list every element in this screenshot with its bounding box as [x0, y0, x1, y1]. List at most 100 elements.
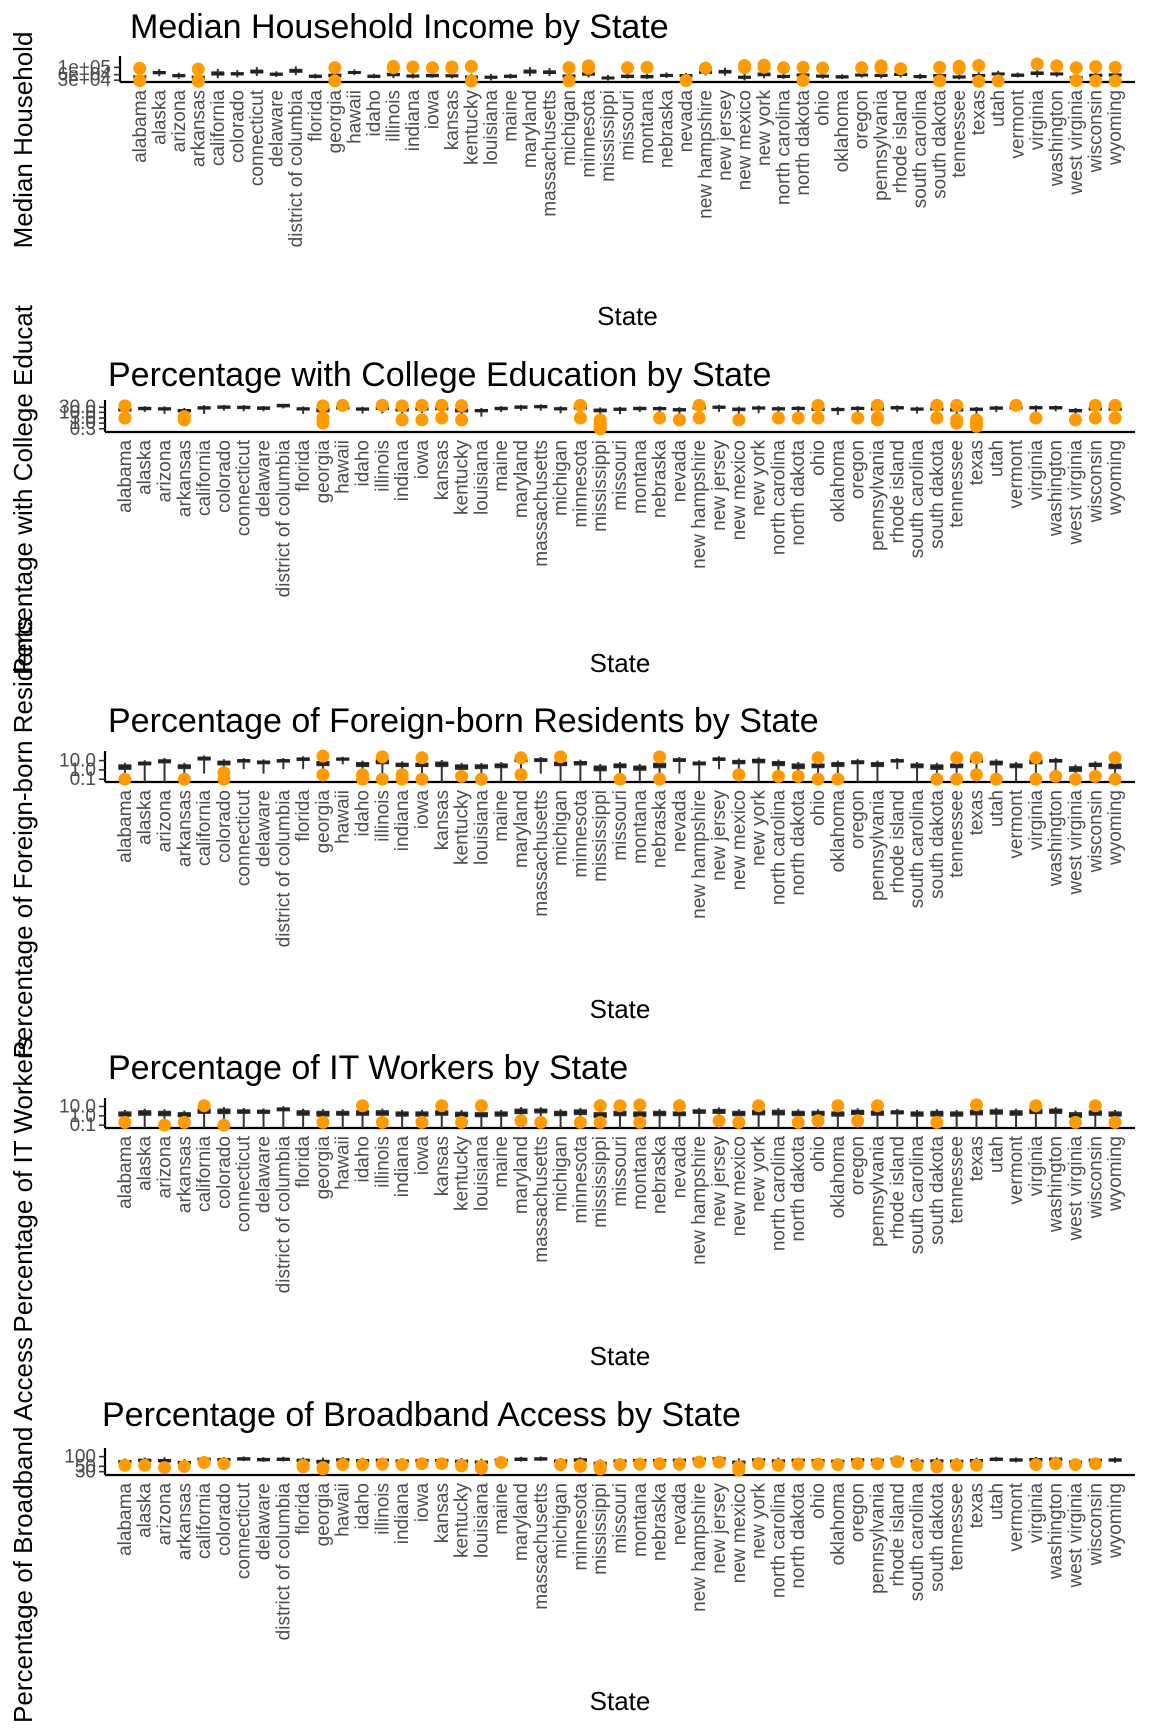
y-tick-label: 0.3 — [70, 419, 96, 440]
x-tick-label: wisconsin — [1085, 790, 1106, 873]
x-tick-label: washington — [1046, 440, 1067, 537]
x-tick-label: tennessee — [947, 1136, 968, 1224]
x-tick-label: iowa — [422, 90, 443, 130]
y-tick-label: 1.0 — [70, 413, 96, 434]
x-tick-label: oregon — [848, 790, 869, 849]
outlier-point — [562, 74, 576, 88]
outlier-point — [613, 772, 627, 786]
x-tick-label: south dakota — [927, 790, 948, 899]
outlier-point — [692, 1455, 706, 1469]
outlier-point — [573, 1459, 587, 1473]
y-axis-title: Median Household — [8, 32, 38, 249]
outlier-point — [514, 768, 528, 782]
outlier-point — [1009, 398, 1023, 412]
outlier-point — [191, 62, 205, 76]
x-tick-label: louisiana — [471, 1136, 492, 1211]
x-tick-label: north carolina — [768, 1483, 789, 1599]
x-tick-label: vermont — [1006, 1135, 1027, 1204]
outlier-point — [316, 411, 330, 425]
x-tick-label: arizona — [155, 790, 176, 853]
x-tick-label: arkansas — [174, 1483, 195, 1560]
outlier-point — [950, 398, 964, 412]
outlier-point — [415, 772, 429, 786]
x-tick-label: massachusetts — [539, 90, 560, 217]
x-tick-label: south dakota — [927, 1483, 948, 1592]
y-axis-title: Percentage of Foreign-born Residents — [8, 618, 38, 1059]
x-tick-label: nebraska — [650, 440, 671, 519]
x-tick-label: montana — [630, 1136, 651, 1210]
outlier-point — [930, 1460, 944, 1474]
x-tick-label: north carolina — [768, 1136, 789, 1252]
outlier-point — [158, 1118, 172, 1132]
x-tick-label: idaho — [353, 1483, 374, 1530]
x-axis-title: State — [590, 994, 651, 1024]
outlier-point — [328, 74, 342, 88]
y-tick-label: 10.0 — [59, 402, 96, 423]
outlier-point — [969, 1458, 983, 1472]
x-tick-label: missouri — [610, 790, 631, 861]
x-tick-label: nebraska — [650, 1136, 671, 1215]
x-tick-label: georgia — [325, 90, 346, 154]
x-tick-label: louisiana — [471, 1483, 492, 1558]
x-tick-label: minnesota — [570, 440, 591, 528]
x-tick-label: iowa — [412, 440, 433, 480]
outlier-point — [177, 1115, 191, 1129]
x-tick-label: florida — [293, 1136, 314, 1188]
x-tick-label: montana — [637, 90, 658, 164]
x-tick-label: west virginia — [1065, 1483, 1086, 1589]
x-tick-label: hawaii — [344, 90, 365, 144]
x-tick-label: arizona — [155, 440, 176, 503]
y-axis-title: Percentage of IT Workers — [8, 1037, 38, 1332]
x-tick-label: new mexico — [729, 1136, 750, 1236]
x-tick-label: tennessee — [947, 1483, 968, 1571]
x-tick-label: nevada — [669, 1483, 690, 1546]
outlier-point — [1029, 1458, 1043, 1472]
x-tick-label: nebraska — [657, 90, 678, 169]
outlier-point — [395, 1458, 409, 1472]
outlier-point — [316, 399, 330, 413]
x-tick-label: utah — [986, 1483, 1007, 1520]
x-tick-label: utah — [986, 790, 1007, 827]
outlier-point — [757, 60, 771, 74]
outlier-point — [930, 398, 944, 412]
x-tick-label: ohio — [808, 440, 829, 476]
x-tick-label: new hampshire — [689, 1483, 710, 1612]
x-tick-label: new hampshire — [689, 1136, 710, 1265]
outlier-point — [316, 1115, 330, 1129]
outlier-point — [732, 413, 746, 427]
outlier-point — [316, 749, 330, 763]
x-tick-label: maine — [491, 440, 512, 492]
x-tick-label: oklahoma — [832, 90, 853, 173]
x-tick-label: oklahoma — [828, 440, 849, 523]
outlier-point — [474, 1099, 488, 1113]
outlier-point — [791, 411, 805, 425]
outlier-point — [395, 399, 409, 413]
x-tick-label: hawaii — [333, 440, 354, 494]
outlier-point — [581, 61, 595, 75]
x-tick-label: rhode island — [891, 90, 912, 194]
x-tick-label: virginia — [1026, 1483, 1047, 1544]
x-tick-label: alaska — [149, 90, 170, 145]
x-tick-label: north carolina — [768, 440, 789, 556]
outlier-point — [870, 1099, 884, 1113]
x-tick-label: arizona — [155, 1483, 176, 1546]
x-tick-label: washington — [1046, 1483, 1067, 1580]
outlier-point — [910, 1458, 924, 1472]
outlier-point — [851, 1114, 865, 1128]
x-tick-label: wyoming — [1105, 1483, 1126, 1559]
outlier-point — [1088, 769, 1102, 783]
x-tick-label: nevada — [669, 440, 690, 503]
outlier-point — [1049, 1457, 1063, 1471]
x-tick-label: maryland — [511, 440, 532, 518]
x-tick-label: connecticut — [247, 89, 268, 186]
outlier-point — [593, 1462, 607, 1476]
x-tick-label: minnesota — [570, 790, 591, 878]
x-tick-label: new mexico — [735, 90, 756, 190]
outlier-point — [791, 1115, 805, 1129]
x-tick-label: new hampshire — [689, 440, 710, 569]
x-tick-label: vermont — [1006, 789, 1027, 858]
x-axis-title: State — [590, 1686, 651, 1716]
x-tick-label: west virginia — [1065, 440, 1086, 546]
outlier-point — [791, 769, 805, 783]
outlier-point — [494, 1455, 508, 1469]
